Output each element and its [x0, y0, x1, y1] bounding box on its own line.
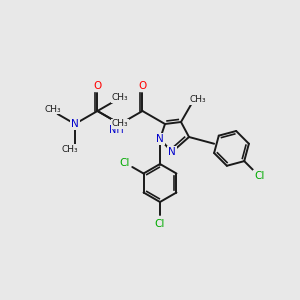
Text: CH₃: CH₃: [112, 94, 128, 103]
Text: Cl: Cl: [119, 158, 130, 167]
Text: Cl: Cl: [155, 219, 165, 229]
Text: CH₃: CH₃: [44, 104, 61, 113]
Text: N: N: [71, 119, 79, 129]
Text: N: N: [168, 147, 176, 157]
Text: NH: NH: [109, 125, 123, 135]
Text: O: O: [138, 81, 147, 91]
Text: N: N: [156, 134, 164, 144]
Text: Cl: Cl: [254, 171, 264, 181]
Text: O: O: [93, 81, 102, 91]
Text: CH₃: CH₃: [190, 95, 206, 104]
Text: CH₃: CH₃: [112, 119, 128, 128]
Text: CH₃: CH₃: [61, 145, 78, 154]
